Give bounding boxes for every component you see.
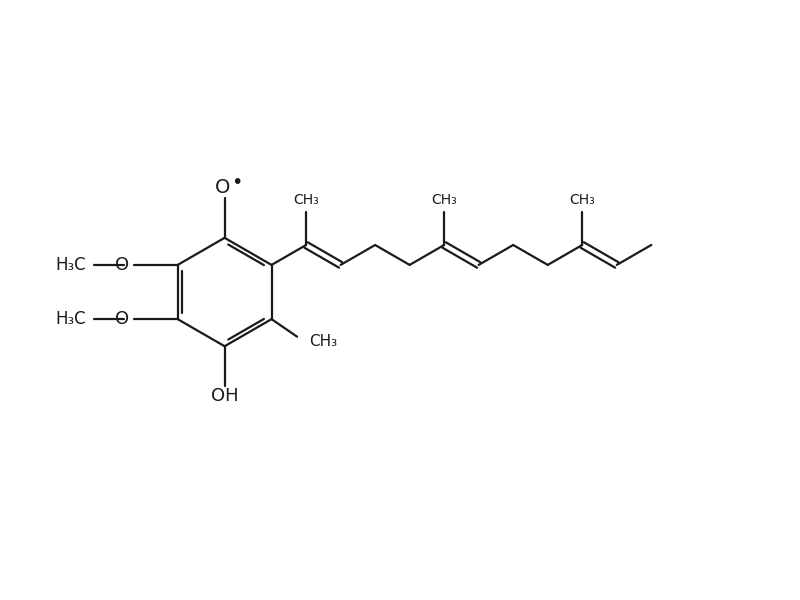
Text: H₃C: H₃C [55, 256, 86, 274]
Text: OH: OH [210, 388, 238, 406]
Text: CH₃: CH₃ [570, 193, 595, 207]
Text: •: • [231, 173, 242, 193]
Text: CH₃: CH₃ [294, 193, 319, 207]
Text: O: O [215, 178, 230, 197]
Text: O: O [115, 256, 129, 274]
Text: H₃C: H₃C [55, 310, 86, 328]
Text: O: O [115, 310, 129, 328]
Text: CH₃: CH₃ [431, 193, 457, 207]
Text: CH₃: CH₃ [309, 334, 337, 349]
